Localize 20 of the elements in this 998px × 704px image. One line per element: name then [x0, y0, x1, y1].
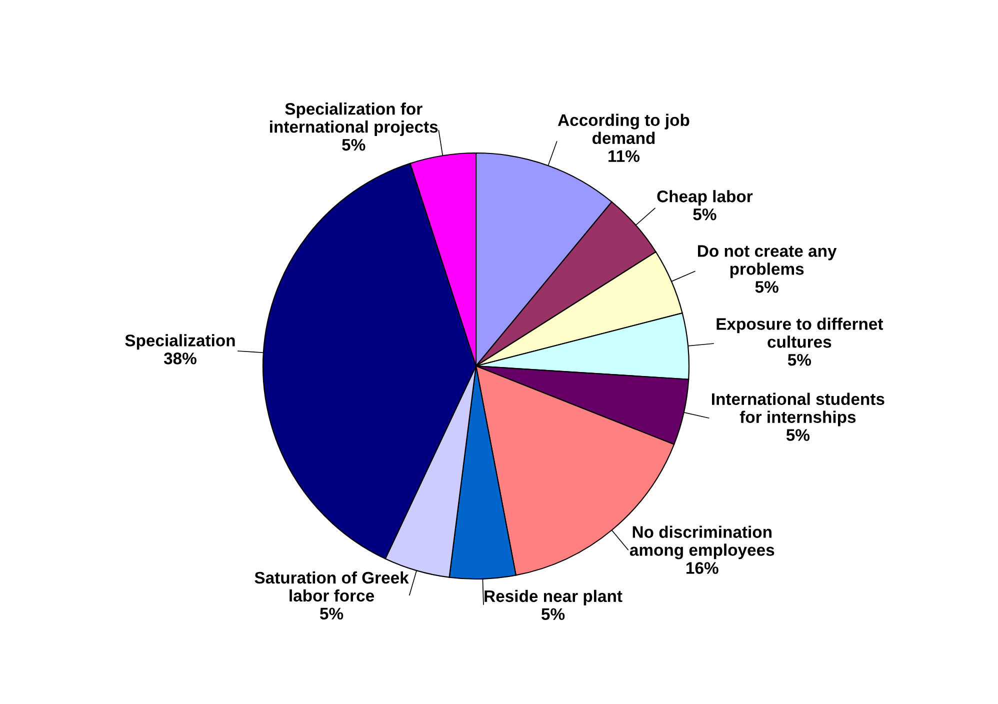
slice-label: Exposure to differnet cultures — [716, 318, 884, 348]
slice-label: Reside near plant — [484, 590, 622, 606]
slice-label: Specialization for international projects — [270, 102, 438, 136]
data-label: 5% — [320, 608, 344, 620]
data-label: 5% — [786, 429, 810, 441]
slice-label: International students for internships — [712, 392, 884, 426]
slice-label: According to job demand — [558, 114, 690, 144]
data-label: 38% — [164, 352, 196, 364]
slice-label: Cheap labor — [657, 190, 753, 206]
data-label: 5% — [788, 354, 812, 366]
data-label: 16% — [686, 562, 718, 574]
data-label: 5% — [541, 608, 565, 620]
data-label: 5% — [693, 208, 716, 220]
slice-label: Saturation of Greek labor force — [254, 571, 409, 602]
slice-label: No discrimination among employees — [630, 526, 774, 560]
slice-label: Do not create any problems — [698, 245, 837, 278]
data-label: 11% — [608, 150, 640, 162]
data-label: 5% — [342, 138, 366, 151]
data-label: 5% — [755, 281, 778, 293]
slice-label: Specialization — [125, 334, 235, 350]
